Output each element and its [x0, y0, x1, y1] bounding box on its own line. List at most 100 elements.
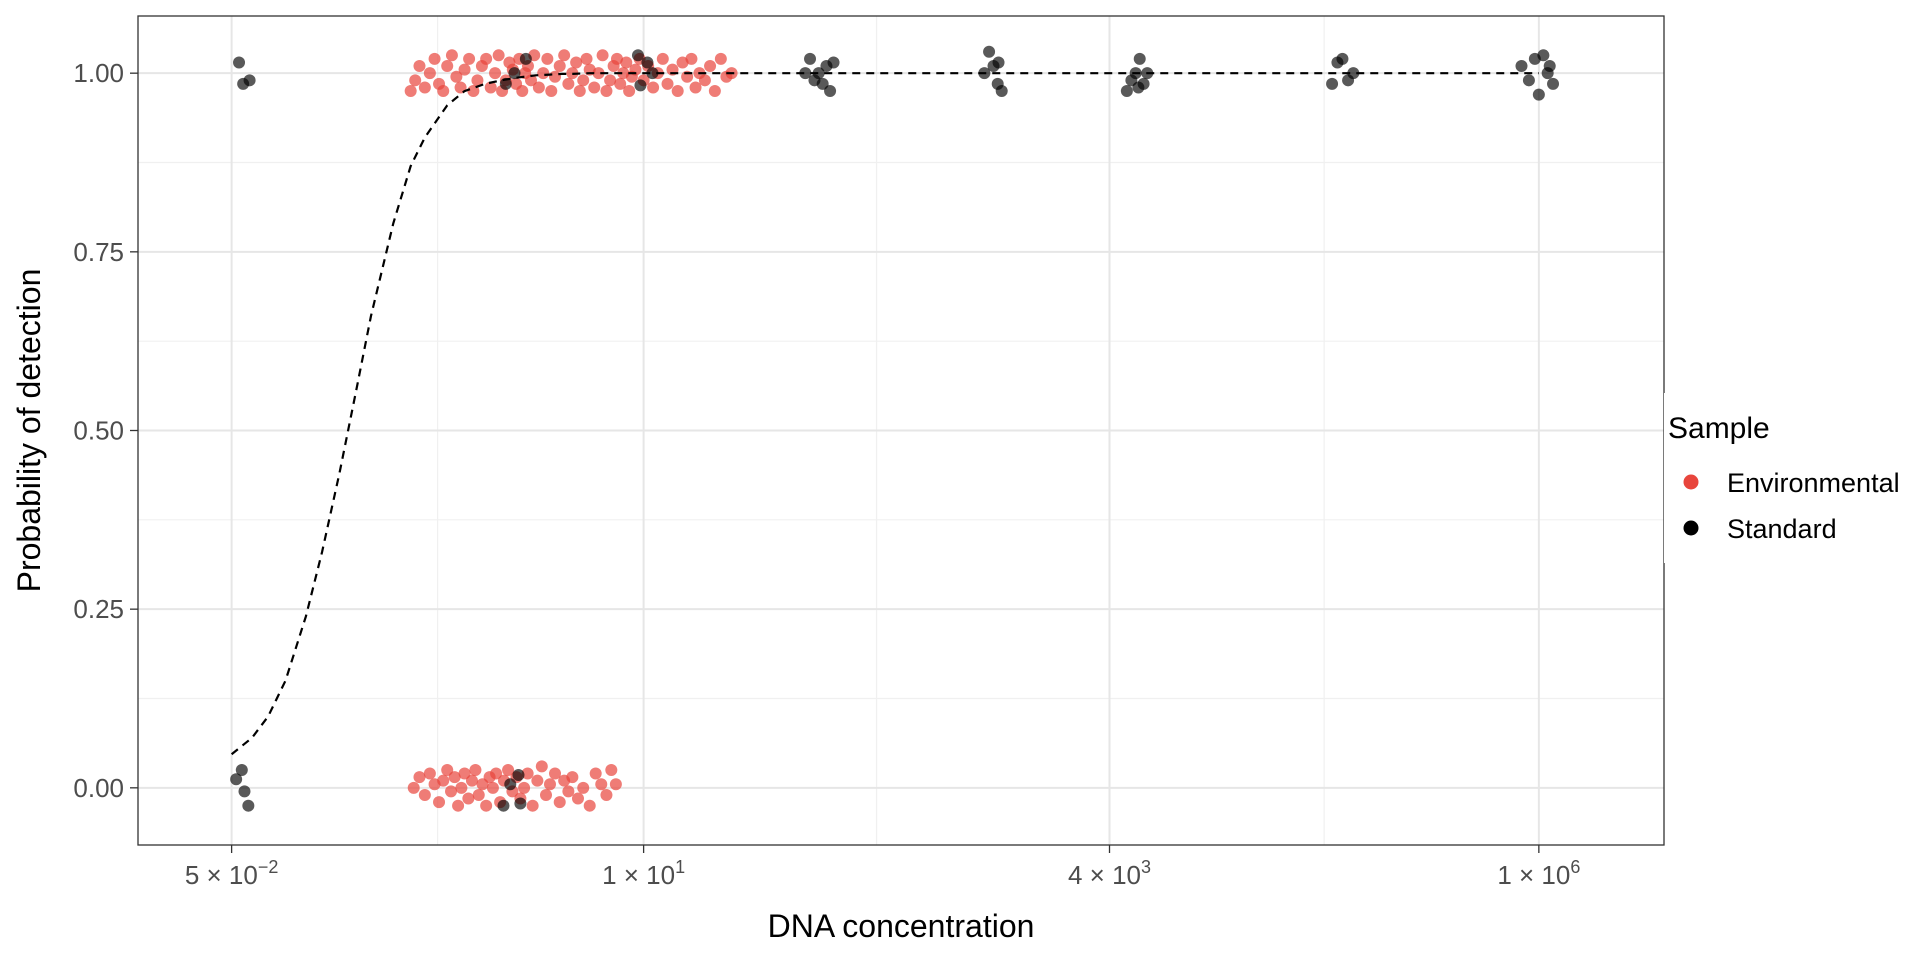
point-environmental [604, 74, 617, 87]
point-environmental [525, 74, 538, 87]
point-standard [497, 799, 510, 812]
point-standard [243, 74, 256, 87]
point-environmental [540, 788, 553, 801]
x-tick-label: 5 × 10−2 [185, 857, 279, 890]
point-standard [995, 85, 1008, 98]
x-tick-label: 1 × 101 [602, 857, 685, 890]
point-environmental [480, 799, 493, 812]
legend-background [1664, 393, 1920, 563]
point-standard [230, 773, 243, 786]
point-environmental [685, 52, 698, 65]
point-standard [1543, 60, 1556, 73]
point-environmental [610, 52, 623, 65]
point-environmental [441, 60, 454, 73]
point-environmental [600, 788, 613, 801]
grid [138, 16, 1664, 845]
point-environmental [484, 81, 497, 94]
point-environmental [595, 778, 608, 791]
point-environmental [423, 767, 436, 780]
legend-key-standard [1683, 520, 1699, 536]
point-standard [1347, 67, 1360, 80]
y-tick-label: 0.75 [73, 237, 124, 267]
point-environmental [562, 77, 575, 90]
point-standard [992, 56, 1005, 69]
point-standard [816, 77, 829, 90]
point-environmental [573, 85, 586, 98]
point-standard [233, 56, 246, 69]
point-environmental [704, 60, 717, 73]
point-standard [238, 785, 251, 798]
point-environmental [489, 67, 502, 80]
point-standard [1132, 81, 1145, 94]
point-environmental [445, 49, 458, 62]
point-standard [1326, 77, 1339, 90]
point-environmental [516, 85, 529, 98]
point-environmental [480, 52, 493, 65]
point-standard [519, 52, 532, 65]
point-standard [1336, 52, 1349, 65]
x-tick-label: 1 × 106 [1497, 857, 1580, 890]
point-environmental [490, 767, 503, 780]
point-environmental [577, 74, 590, 87]
point-environmental [558, 49, 571, 62]
point-standard [634, 79, 647, 92]
point-environmental [458, 63, 471, 76]
point-standard [641, 56, 654, 69]
point-environmental [583, 799, 596, 812]
point-environmental [532, 81, 545, 94]
point-environmental [413, 60, 426, 73]
point-environmental [441, 763, 454, 776]
point-environmental [418, 788, 431, 801]
point-environmental [471, 74, 484, 87]
point-environmental [698, 74, 711, 87]
point-environmental [708, 85, 721, 98]
point-environmental [502, 763, 515, 776]
legend-label-environmental: Environmental [1727, 468, 1900, 498]
point-environmental [465, 774, 478, 787]
y-tick-label: 0.25 [73, 594, 124, 624]
point-standard [1522, 74, 1535, 87]
point-environmental [605, 763, 618, 776]
point-environmental [404, 85, 417, 98]
point-environmental [472, 788, 485, 801]
y-tick-label: 0.00 [73, 773, 124, 803]
point-environmental [437, 774, 450, 787]
point-environmental [580, 52, 593, 65]
point-environmental [433, 796, 446, 809]
point-standard [827, 56, 840, 69]
point-environmental [418, 81, 431, 94]
point-standard [804, 52, 817, 65]
point-environmental [549, 70, 562, 83]
point-environmental [469, 763, 482, 776]
point-standard [508, 67, 521, 80]
point-environmental [448, 771, 461, 784]
y-tick-label: 0.50 [73, 416, 124, 446]
point-environmental [486, 781, 499, 794]
point-standard [983, 45, 996, 58]
fit-curve-layer [230, 72, 1539, 756]
point-standard [1133, 52, 1146, 65]
point-environmental [492, 49, 505, 62]
point-standard [824, 85, 837, 98]
point-standard [504, 778, 517, 791]
point-environmental [455, 781, 468, 794]
point-standard [631, 49, 644, 62]
point-environmental [423, 67, 436, 80]
point-environmental [518, 781, 531, 794]
y-axis-title: Probability of detection [11, 269, 47, 593]
point-standard [1120, 85, 1133, 98]
point-environmental [623, 85, 636, 98]
point-environmental [413, 771, 426, 784]
legend-key-environmental [1683, 474, 1699, 490]
x-axis-title: DNA concentration [768, 908, 1035, 944]
point-environmental [428, 52, 441, 65]
point-environmental [620, 56, 633, 69]
point-environmental [535, 760, 548, 773]
point-environmental [452, 799, 465, 812]
point-environmental [531, 774, 544, 787]
point-environmental [450, 70, 463, 83]
point-environmental [445, 785, 458, 798]
point-environmental [437, 85, 450, 98]
point-environmental [462, 792, 475, 805]
